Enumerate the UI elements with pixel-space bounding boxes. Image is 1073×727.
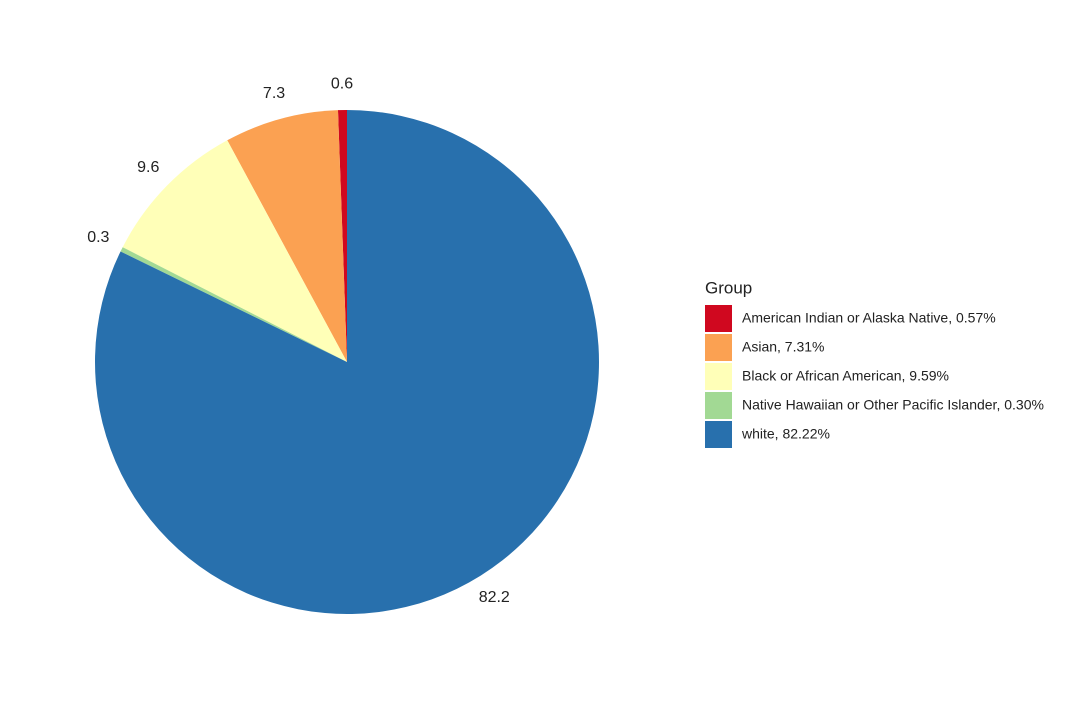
data-label: 9.6	[137, 159, 159, 176]
legend-label: American Indian or Alaska Native, 0.57%	[742, 310, 996, 326]
data-label: 82.2	[479, 589, 510, 606]
legend-title: Group	[705, 278, 752, 297]
pie-slice	[337, 110, 347, 362]
legend-key	[705, 305, 732, 332]
data-label: 7.3	[263, 85, 285, 102]
legend-key	[705, 392, 732, 419]
legend-label: Black or African American, 9.59%	[742, 368, 949, 384]
pie-slice	[95, 110, 600, 615]
legend-label: Asian, 7.31%	[742, 339, 825, 355]
legend-label: Native Hawaiian or Other Pacific Islande…	[742, 397, 1044, 413]
data-label: 0.6	[331, 75, 353, 92]
legend-label: white, 82.22%	[741, 426, 830, 442]
pie-slice	[122, 140, 347, 362]
pie-slice	[120, 247, 348, 362]
legend-key	[705, 421, 732, 448]
data-label: 0.3	[87, 229, 109, 246]
legend-key	[705, 334, 732, 361]
legend-key	[705, 363, 732, 390]
pie-slice	[227, 110, 347, 363]
